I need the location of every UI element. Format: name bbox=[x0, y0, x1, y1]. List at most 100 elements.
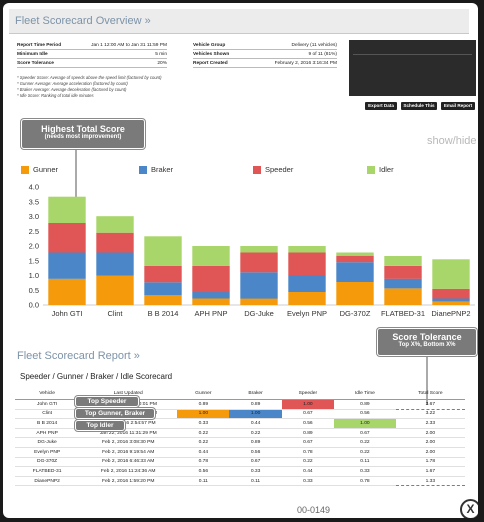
top-speeder-callout: Top Speeder bbox=[75, 396, 139, 407]
col-speeder[interactable]: Speeder bbox=[281, 388, 335, 400]
cell-total-score: 1.67 bbox=[395, 466, 465, 477]
table-row[interactable]: DG-Juke Feb 2, 2016 3:08:30 PM 0.22 0.89 0.6… bbox=[15, 437, 465, 448]
table-row[interactable]: APH PNP Jan 22, 2016 11:31:29 PM 0.22 0.22 0… bbox=[15, 428, 465, 439]
col-vehicle[interactable]: Vehicle bbox=[15, 388, 80, 400]
bar-gunner-2 bbox=[144, 295, 182, 305]
cell-last-updated: Feb 2, 2016 3:08:30 PM bbox=[79, 437, 178, 448]
cell-last-updated: Feb 2, 2016 1:59:20 PM bbox=[79, 476, 178, 487]
cell-last-updated: Feb 2, 2016 6:46:33 AM bbox=[79, 457, 178, 468]
cell-vehicle: Evelyn PNP bbox=[15, 447, 80, 458]
overview-title[interactable]: Fleet Scorecard Overview » bbox=[15, 15, 151, 27]
top-gunner-braker-callout: Top Gunner, Braker bbox=[75, 408, 155, 419]
info-label: Report Time Period bbox=[17, 43, 62, 48]
cell-vehicle: DianePNP2 bbox=[15, 476, 80, 487]
bar-gunner-1 bbox=[96, 275, 134, 305]
legend-label: Gunner bbox=[33, 165, 59, 174]
score-chart: 0.0 0.5 1.0 1.5 2.0 2.5 3.0 3.5 4.0 John GTI Clint… bbox=[29, 148, 475, 405]
category-label: FLATBED-31 bbox=[381, 309, 425, 318]
cell-braker: 0.89 bbox=[229, 399, 282, 410]
cell-speeder: 0.67 bbox=[281, 437, 335, 448]
cell-vehicle: DG-Juke bbox=[15, 437, 80, 448]
bar-idler-7 bbox=[384, 256, 422, 266]
cell-idle-time: 0.22 bbox=[334, 437, 396, 448]
schedule-this-button[interactable]: Schedule This bbox=[401, 102, 437, 110]
info-label: Vehicles Shown bbox=[193, 52, 230, 57]
legend-gunner[interactable]: Gunner bbox=[21, 165, 59, 175]
cell-speeder: 0.89 bbox=[281, 428, 335, 439]
info-value: Delivery (11 vehicles) bbox=[291, 43, 338, 48]
legend-label: Idler bbox=[379, 165, 394, 174]
bar-speeder-2 bbox=[144, 265, 182, 283]
col-idle-time[interactable]: Idle Time bbox=[334, 388, 396, 400]
category-label: B B 2014 bbox=[148, 309, 179, 318]
cell-total-score: 2.00 bbox=[395, 437, 465, 448]
cell-gunner: 0.78 bbox=[177, 457, 230, 468]
table-row[interactable]: FLATBED-31 Feb 2, 2016 11:24:36 AM 0.56 0.3… bbox=[15, 466, 465, 477]
cell-last-updated: Feb 2, 2016 11:24:36 AM bbox=[79, 466, 178, 477]
cell-total-score: 2.33 bbox=[395, 418, 465, 429]
divider bbox=[17, 58, 167, 59]
bar-braker-5 bbox=[288, 275, 326, 292]
note: * Gunner Average: Average acceleration (… bbox=[17, 81, 128, 86]
table-row[interactable]: DG-370Z Feb 2, 2016 6:46:33 AM 0.78 0.67 0.2… bbox=[15, 457, 465, 468]
col-gunner[interactable]: Gunner bbox=[177, 388, 230, 400]
score-notes: * Speeder Score: Average of speeds above… bbox=[17, 75, 162, 99]
bar-braker-6 bbox=[336, 262, 374, 282]
bar-braker-8 bbox=[432, 298, 470, 302]
page-number: 00-0149 bbox=[297, 505, 331, 515]
bar-braker-1 bbox=[96, 252, 134, 276]
cell-total-score: 2.00 bbox=[395, 428, 465, 439]
legend-idler[interactable]: Idler bbox=[367, 165, 394, 175]
info-label: Vehicle Group bbox=[193, 43, 226, 48]
cell-braker: 0.33 bbox=[229, 466, 282, 477]
col-braker[interactable]: Braker bbox=[229, 388, 282, 400]
cell-speeder: 0.44 bbox=[281, 466, 335, 477]
y-tick-label: 1.0 bbox=[29, 271, 39, 280]
col-total-score[interactable]: Total Score bbox=[395, 388, 465, 400]
cell-speeder: 0.22 bbox=[281, 457, 335, 468]
category-label: DG-370Z bbox=[340, 309, 371, 318]
info-value: 5 min bbox=[155, 52, 167, 57]
export-data-button[interactable]: Export Data bbox=[365, 102, 397, 110]
divider bbox=[17, 49, 167, 50]
info-row-report-created: Report Created February 2, 2016 3:16:34 … bbox=[193, 59, 337, 68]
bar-idler-1 bbox=[96, 216, 134, 233]
show-hide-link[interactable]: show/hide bbox=[427, 135, 477, 147]
table-row[interactable]: DianePNP2 Feb 2, 2016 1:59:20 PM 0.11 0.11 0… bbox=[15, 476, 465, 487]
legend-braker[interactable]: Braker bbox=[139, 165, 173, 175]
cell-speeder: 0.67 bbox=[281, 409, 335, 420]
note: * Speeder Score: Average of speeds above… bbox=[17, 75, 162, 80]
cell-vehicle: Clint bbox=[15, 409, 80, 420]
cell-total-score: 2.00 bbox=[395, 447, 465, 458]
cell-braker: 0.56 bbox=[229, 447, 282, 458]
bar-gunner-6 bbox=[336, 282, 374, 305]
bar-braker-3 bbox=[192, 292, 230, 299]
cell-braker: 0.89 bbox=[229, 437, 282, 448]
close-button[interactable]: X bbox=[460, 499, 478, 518]
cell-speeder: 0.78 bbox=[281, 447, 335, 458]
legend-swatch bbox=[21, 166, 29, 175]
table-row[interactable]: B B 2014 Jan 31, 2016 2:54:57 PM 0.33 0.44 0… bbox=[15, 418, 465, 429]
info-row-vehicle-group: Vehicle Group Delivery (11 vehicles) bbox=[193, 41, 337, 50]
info-value: 9 of 11 (81%) bbox=[308, 52, 337, 57]
bar-gunner-7 bbox=[384, 288, 422, 305]
scorecard-frame: Fleet Scorecard Overview » Report Time P… bbox=[3, 3, 478, 518]
report-subtitle: Speeder / Gunner / Braker / Idle Scoreca… bbox=[20, 372, 173, 381]
bar-idler-4 bbox=[240, 246, 278, 253]
cell-total-score: 3.22 bbox=[395, 409, 465, 420]
map-preview bbox=[349, 40, 476, 96]
legend-swatch bbox=[253, 166, 261, 175]
cell-gunner: 0.33 bbox=[177, 418, 230, 429]
info-value: February 2, 2016 3:16:34 PM bbox=[274, 61, 337, 66]
divider bbox=[193, 67, 337, 68]
report-title[interactable]: Fleet Scorecard Report » bbox=[17, 350, 140, 362]
bar-speeder-1 bbox=[96, 232, 134, 253]
cell-braker: 0.11 bbox=[229, 476, 282, 487]
legend-speeder[interactable]: Speeder bbox=[253, 165, 293, 175]
email-report-button[interactable]: Email Report bbox=[441, 102, 475, 110]
cell-idle-time: 0.22 bbox=[334, 447, 396, 458]
y-tick-label: 2.0 bbox=[29, 242, 39, 251]
table-row[interactable]: Evelyn PNP Feb 2, 2016 9:19:54 AM 0.44 0.56… bbox=[15, 447, 465, 458]
cell-speeder: 0.56 bbox=[281, 418, 335, 429]
y-tick-label: 0.5 bbox=[29, 286, 39, 295]
